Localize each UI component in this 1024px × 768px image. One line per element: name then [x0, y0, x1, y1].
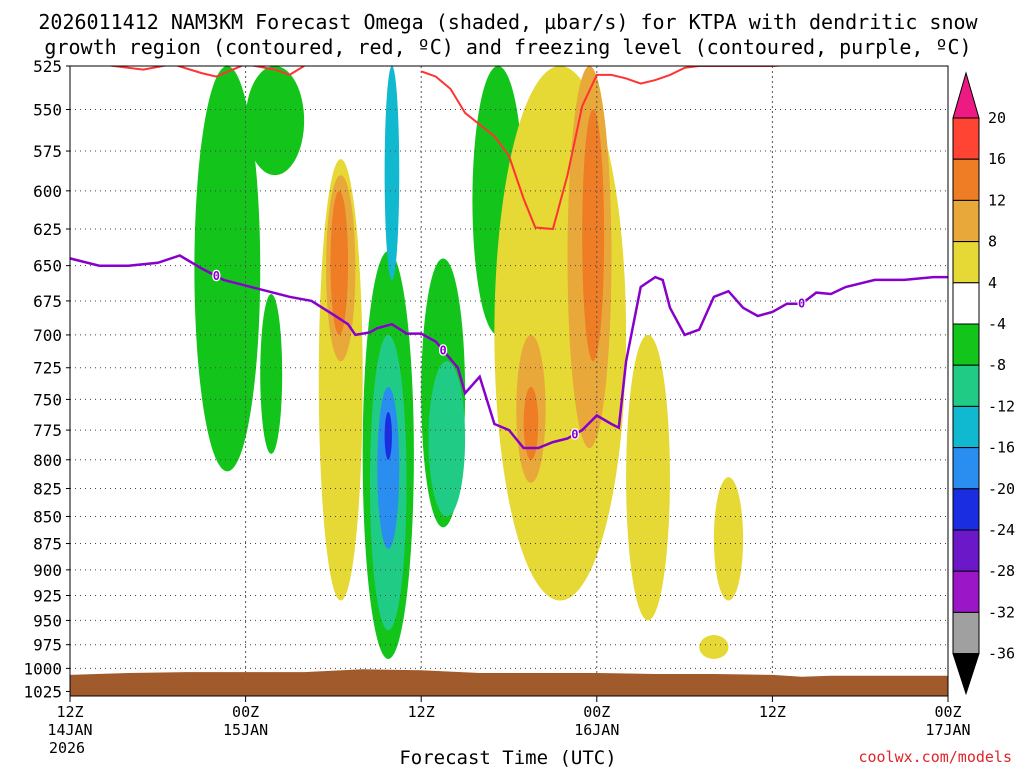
colorbar-tick-label-7: -12 — [988, 397, 1015, 415]
colorbar-tick-label-9: -20 — [988, 480, 1015, 498]
colorbar-tick-label-8: -16 — [988, 439, 1015, 457]
dgz-contour-1 — [420, 66, 789, 231]
dgz-contour-0 — [105, 66, 305, 78]
y-tick-label-7: 700 — [33, 326, 62, 345]
x-tick-label-1-0: 00Z — [232, 703, 259, 721]
x-tick-label-0-2: 2026 — [49, 739, 85, 757]
y-tick-label-20: 1025 — [23, 682, 62, 701]
omega-region-6 — [428, 361, 466, 517]
y-tick-label-13: 850 — [33, 507, 62, 526]
colorbar-tick-label-13: -36 — [988, 645, 1015, 663]
omega-region-0 — [194, 66, 261, 472]
colorbar-bin-4 — [952, 241, 980, 284]
y-tick-label-8: 725 — [33, 359, 62, 378]
colorbar-bin-bottom — [952, 653, 980, 696]
omega-region-13 — [626, 334, 670, 621]
colorbar-bin-8 — [952, 405, 980, 449]
y-tick-label-3: 600 — [33, 182, 62, 201]
x-tick-label-3-1: 16JAN — [574, 721, 619, 739]
y-tick-label-18: 975 — [33, 636, 62, 655]
colorbar-bin-1 — [952, 117, 980, 160]
colorbar-bin-3 — [952, 199, 980, 243]
y-tick-label-10: 775 — [33, 421, 62, 440]
freezing-level-label-1: 0 — [440, 343, 447, 357]
y-tick-label-4: 625 — [33, 220, 62, 239]
terrain-fill — [70, 669, 948, 696]
colorbar-bin-9 — [952, 447, 980, 490]
y-tick-label-19: 1000 — [23, 659, 62, 678]
omega-shaded-regions — [194, 66, 744, 659]
x-tick-label-3-0: 00Z — [583, 703, 610, 721]
y-tick-label-14: 875 — [33, 535, 62, 554]
colorbar-bin-10 — [952, 488, 980, 531]
colorbar: 20 16 12 8 4 -4 -8 -12 -16 -20 -24 -28 -32 -36 — [952, 71, 1015, 696]
colorbar-bin-top — [952, 71, 980, 119]
colorbar-bin-13 — [952, 611, 980, 655]
omega-region-9 — [377, 386, 400, 549]
y-tick-label-0: 525 — [33, 57, 62, 76]
omega-region-15 — [699, 635, 729, 659]
colorbar-tick-label-1: 16 — [988, 150, 1006, 168]
y-tick-label-15: 900 — [33, 561, 62, 580]
freezing-level-label-3: 0 — [798, 297, 805, 311]
colorbar-tick-label-10: -24 — [988, 521, 1015, 539]
y-tick-label-17: 950 — [33, 611, 62, 630]
x-tick-label-5-1: 17JAN — [925, 721, 970, 739]
y-tick-label-5: 650 — [33, 257, 62, 276]
freezing-level-contour — [70, 254, 948, 450]
colorbar-tick-label-12: -32 — [988, 603, 1015, 621]
omega-region-2 — [260, 293, 283, 454]
colorbar-tick-label-0: 20 — [988, 109, 1006, 127]
y-tick-label-16: 925 — [33, 586, 62, 605]
omega-region-20 — [582, 109, 605, 362]
freezing-level-label-2: 0 — [571, 427, 578, 441]
plot-area: 0 0 0 0 — [69, 65, 949, 697]
omega-region-21 — [523, 386, 539, 460]
plot-frame — [69, 65, 949, 697]
y-tick-label-2: 575 — [33, 142, 62, 161]
omega-region-19 — [330, 190, 349, 335]
colorbar-bin-6 — [952, 323, 980, 366]
colorbar-bin-5 — [952, 282, 980, 325]
omega-region-1 — [245, 66, 305, 176]
x-tick-label-0-0: 12Z — [56, 703, 83, 721]
colorbar-bin-7 — [952, 364, 980, 407]
chart-title-line-1: 2026011412 NAM3KM Forecast Omega (shaded… — [38, 10, 978, 34]
omega-region-14 — [713, 477, 744, 601]
x-tick-label-0-1: 14JAN — [47, 721, 92, 739]
x-tick-label-1-1: 15JAN — [223, 721, 268, 739]
colorbar-bin-12 — [952, 570, 980, 613]
y-tick-label-12: 825 — [33, 480, 62, 499]
credit-text: coolwx.com/models — [858, 748, 1012, 766]
x-tick-label-2-0: 12Z — [408, 703, 435, 721]
y-tick-label-6: 675 — [33, 292, 62, 311]
y-axis: 525 550 575 600 625 650 675 700 725 750 775 800 825 8… — [23, 57, 70, 701]
colorbar-tick-label-3: 8 — [988, 233, 997, 251]
y-tick-label-11: 800 — [33, 451, 62, 470]
contour-lines: 0 0 0 0 — [70, 66, 948, 450]
colorbar-tick-label-5: -4 — [988, 315, 1006, 333]
terrain-surface — [70, 669, 948, 696]
y-tick-label-9: 750 — [33, 390, 62, 409]
colorbar-tick-label-6: -8 — [988, 356, 1006, 374]
colorbar-tick-label-2: 12 — [988, 191, 1006, 209]
colorbar-bin-2 — [952, 158, 980, 201]
colorbar-tick-label-11: -28 — [988, 562, 1015, 580]
omega-region-8 — [384, 66, 400, 280]
omega-region-10 — [384, 411, 392, 460]
x-tick-label-5-0: 00Z — [934, 703, 961, 721]
y-tick-label-1: 550 — [33, 100, 62, 119]
gridlines — [70, 65, 948, 696]
colorbar-bin-11 — [952, 529, 980, 572]
freezing-level-label-0: 0 — [213, 269, 220, 283]
colorbar-tick-label-4: 4 — [988, 274, 997, 292]
x-axis-title: Forecast Time (UTC) — [399, 747, 616, 768]
chart-title-line-2: growth region (contoured, red, ºC) and f… — [44, 35, 971, 59]
x-tick-label-4-0: 12Z — [759, 703, 786, 721]
